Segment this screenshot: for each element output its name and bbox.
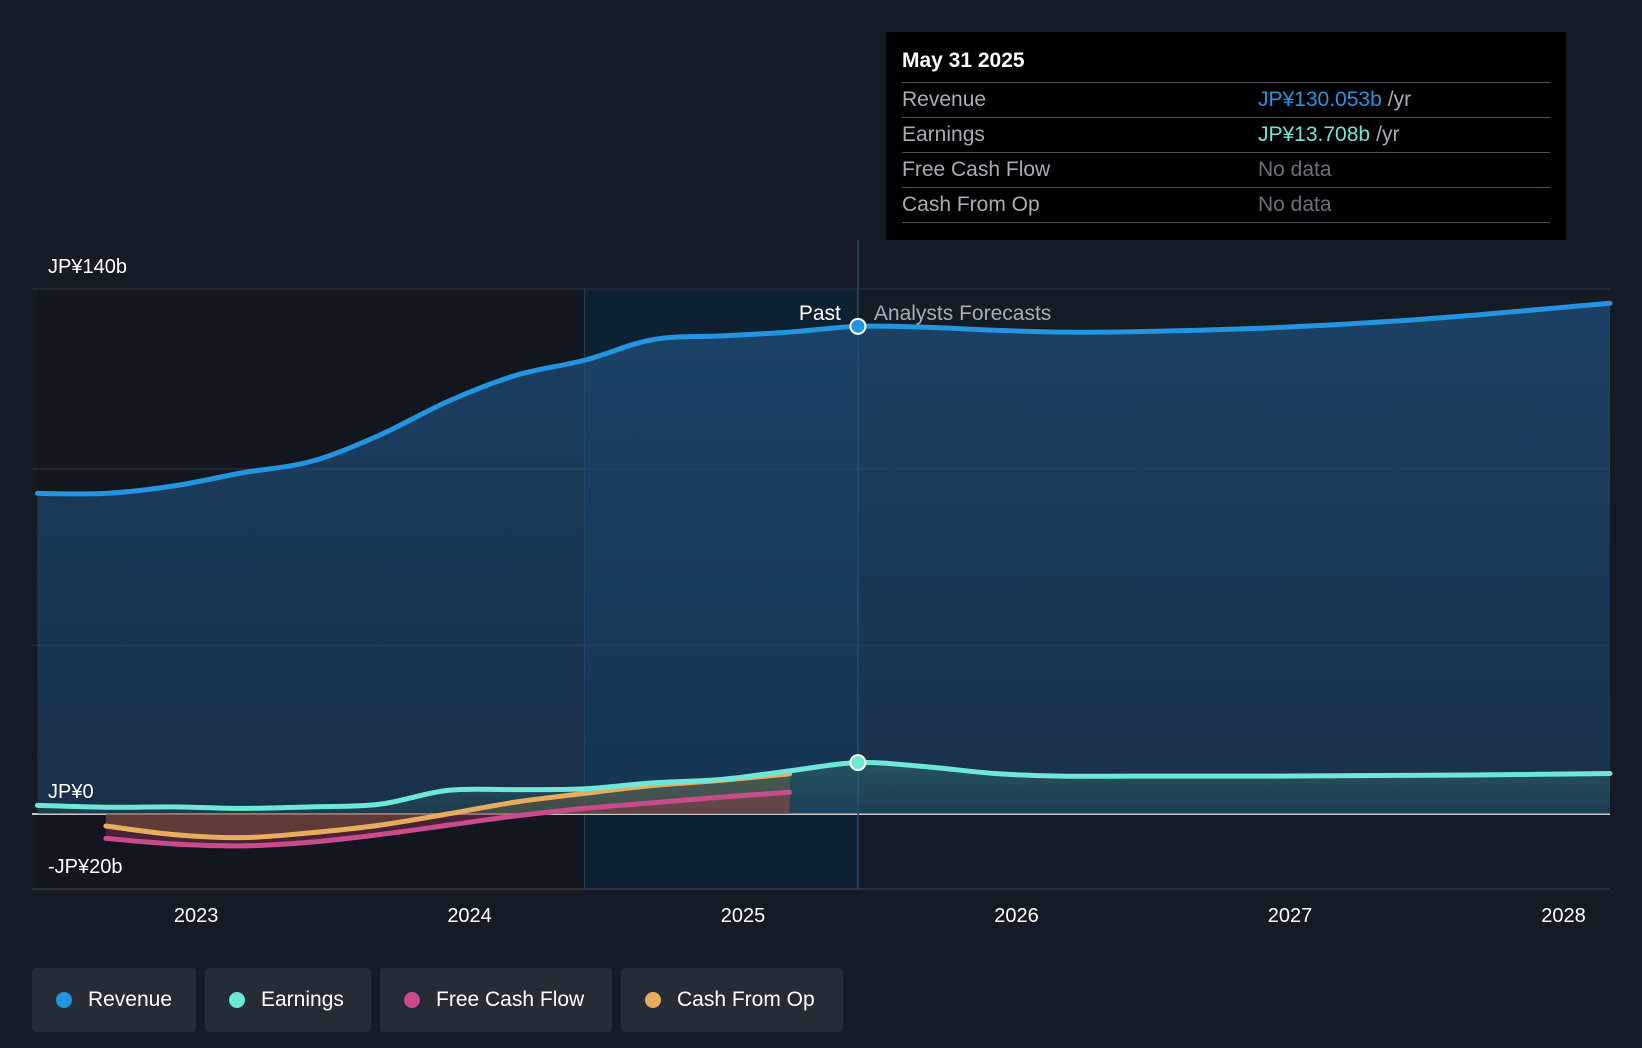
free-cash-flow-line <box>103 789 793 849</box>
chart-legend: Revenue Earnings Free Cash Flow Cash Fro… <box>32 968 843 1032</box>
tooltip-date: May 31 2025 <box>902 49 1025 72</box>
tooltip-row-value: No data <box>1258 158 1332 181</box>
tooltip-row-cash-from-op: Cash From Op No data <box>902 187 1550 223</box>
x-tick-label: 2025 <box>721 905 766 927</box>
tooltip-row-value: JP¥13.708b <box>1258 123 1371 146</box>
revenue-line <box>34 300 1613 497</box>
legend-item-earnings[interactable]: Earnings <box>205 968 371 1032</box>
revenue-marker <box>849 317 867 335</box>
y-axis-label: JP¥140b <box>48 256 127 278</box>
tooltip-row-value: No data <box>1258 193 1332 216</box>
tooltip-panel: May 31 2025 Revenue JP¥130.053b /yr Earn… <box>886 32 1566 240</box>
earnings-area <box>37 762 1610 814</box>
tooltip-row-value: JP¥130.053b <box>1258 88 1382 111</box>
legend-item-revenue[interactable]: Revenue <box>32 968 196 1032</box>
past-label: Past <box>799 302 841 325</box>
tooltip-row-label: Earnings <box>902 123 985 146</box>
tooltip-row-label: Free Cash Flow <box>902 158 1051 181</box>
tooltip-row-free-cash-flow: Free Cash Flow No data <box>902 152 1550 187</box>
tooltip-row-earnings: Earnings JP¥13.708b /yr <box>902 117 1550 152</box>
earnings-dot-icon <box>229 992 245 1008</box>
legend-item-free-cash-flow[interactable]: Free Cash Flow <box>380 968 612 1032</box>
tooltip-row-unit: /yr <box>1387 88 1412 111</box>
y-axis-label: JP¥0 <box>48 781 94 803</box>
cash-from-op-dot-icon <box>645 992 661 1008</box>
legend-label: Earnings <box>261 988 344 1011</box>
tooltip-row-unit: /yr <box>1376 123 1400 146</box>
x-tick-label: 2023 <box>174 905 219 927</box>
legend-item-cash-from-op[interactable]: Cash From Op <box>621 968 843 1032</box>
legend-label: Cash From Op <box>677 988 815 1011</box>
legend-label: Revenue <box>87 988 172 1011</box>
earnings-line <box>34 760 1613 811</box>
x-tick-label: 2028 <box>1541 905 1586 927</box>
x-tick-label: 2026 <box>994 905 1039 927</box>
tooltip-row-label: Cash From Op <box>902 193 1040 216</box>
y-axis-label: -JP¥20b <box>48 856 123 878</box>
tooltip-row-label: Revenue <box>902 88 987 111</box>
earnings-marker <box>849 754 867 772</box>
x-tick-label: 2024 <box>447 905 492 927</box>
forecast-label: Analysts Forecasts <box>874 302 1051 325</box>
x-tick-label: 2027 <box>1268 905 1313 927</box>
tooltip-row-revenue: Revenue JP¥130.053b /yr <box>902 82 1550 117</box>
revenue-dot-icon <box>56 992 72 1008</box>
legend-label: Free Cash Flow <box>436 988 585 1011</box>
revenue-area <box>37 303 1610 814</box>
free-cash-flow-dot-icon <box>404 992 420 1008</box>
